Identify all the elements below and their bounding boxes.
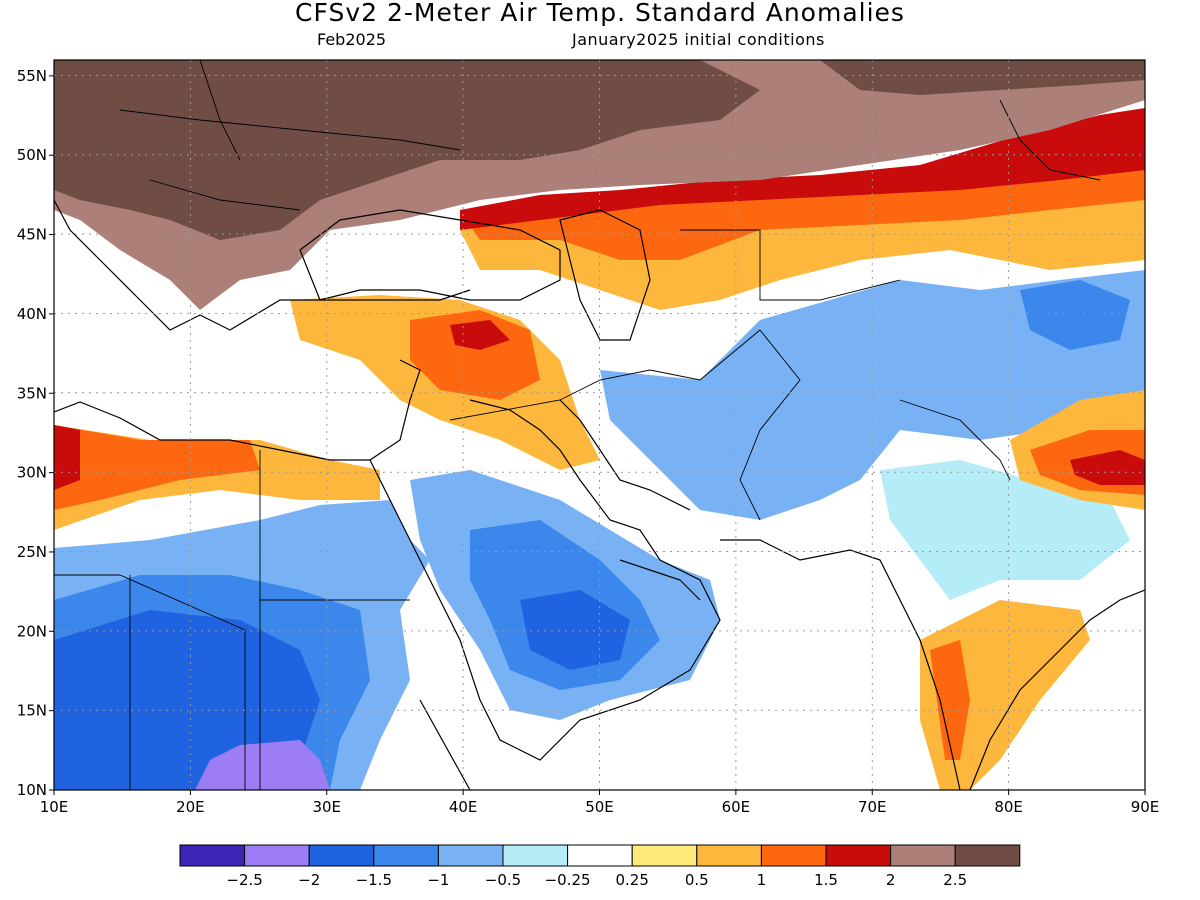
anomaly-field xyxy=(54,60,1145,790)
lat-tick-label: 35N xyxy=(17,384,47,402)
lat-tick-label: 45N xyxy=(17,226,47,244)
colorbar-label: 1.5 xyxy=(814,871,838,889)
lon-tick-label: 20E xyxy=(176,798,205,816)
colorbar-swatch xyxy=(760,844,827,867)
warm-spot-tunisia xyxy=(54,425,80,490)
colorbar-swatch xyxy=(825,844,892,867)
colorbar-swatch xyxy=(631,844,698,867)
lat-tick-label: 55N xyxy=(17,67,47,85)
colorbar-swatch xyxy=(954,844,1021,867)
colorbar-label: −1 xyxy=(427,871,449,889)
lon-ticks: 10E 20E 30E 40E 50E 60E 70E 80E 90E xyxy=(40,790,1160,816)
lon-tick-label: 90E xyxy=(1131,798,1160,816)
lat-tick-label: 10N xyxy=(17,781,47,799)
cool-region-tarim xyxy=(1020,280,1130,350)
colorbar-label: −2 xyxy=(298,871,320,889)
lon-tick-label: 60E xyxy=(722,798,751,816)
coastlines xyxy=(54,199,1145,790)
colorbar-label: −0.25 xyxy=(545,871,591,889)
warm-region-india-orange xyxy=(930,640,970,760)
colorbar-label: 0.25 xyxy=(615,871,648,889)
lat-tick-label: 15N xyxy=(17,702,47,720)
cool-region-iran xyxy=(600,270,1145,520)
lat-tick-label: 25N xyxy=(17,543,47,561)
lat-tick-label: 50N xyxy=(17,146,47,164)
lon-tick-label: 40E xyxy=(449,798,478,816)
warm-region-libya-orange xyxy=(54,425,260,510)
lon-tick-label: 30E xyxy=(312,798,341,816)
lat-tick-label: 30N xyxy=(17,464,47,482)
warm-spot-turkey xyxy=(450,320,510,350)
colorbar-label: −0.5 xyxy=(485,871,521,889)
extreme-warm-region-europe xyxy=(54,60,760,240)
colorbar-swatch xyxy=(244,844,310,867)
cool-region-arabia-core xyxy=(520,590,630,670)
lat-tick-label: 40N xyxy=(17,305,47,323)
colorbar-label: 1 xyxy=(757,871,767,889)
lon-tick-label: 10E xyxy=(40,798,69,816)
colorbar-label: 2 xyxy=(886,871,896,889)
colorbar-label: 2.5 xyxy=(943,871,967,889)
warm-spot-tibet xyxy=(1070,450,1145,485)
colorbar: −2.5 −2 −1.5 −1 −0.5 −0.25 0.25 0.5 1 1.5 2 2.5 xyxy=(179,844,1021,889)
graticule xyxy=(54,60,1145,790)
colorbar-swatch xyxy=(567,844,633,867)
lon-tick-label: 70E xyxy=(858,798,887,816)
lat-tick-label: 20N xyxy=(17,622,47,640)
colorbar-swatch xyxy=(373,844,439,867)
warm-region-iraq xyxy=(410,310,540,400)
warm-band-red xyxy=(460,108,1145,230)
valid-month: Feb2025 xyxy=(317,30,387,49)
colorbar-swatch xyxy=(437,844,504,867)
extreme-warm-region-siberia xyxy=(820,60,1145,95)
colorbar-swatch xyxy=(890,844,956,867)
colorbar-swatch xyxy=(308,844,375,867)
colorbar-swatch xyxy=(502,844,569,867)
colorbar-label: −1.5 xyxy=(356,871,392,889)
lat-ticks: 55N 50N 45N 40N 35N 30N 25N 20N 15N 10N xyxy=(17,67,54,799)
colorbar-label: −2.5 xyxy=(226,871,262,889)
map-title: CFSv2 2-Meter Air Temp. Standard Anomali… xyxy=(295,0,905,27)
lon-tick-label: 80E xyxy=(994,798,1023,816)
very-cool-region-sudan xyxy=(195,740,330,790)
colorbar-swatch xyxy=(179,844,246,867)
colorbar-label: 0.5 xyxy=(685,871,709,889)
colorbar-swatch xyxy=(696,844,762,867)
lon-tick-label: 50E xyxy=(585,798,614,816)
initial-conditions: January2025 initial conditions xyxy=(572,30,825,49)
